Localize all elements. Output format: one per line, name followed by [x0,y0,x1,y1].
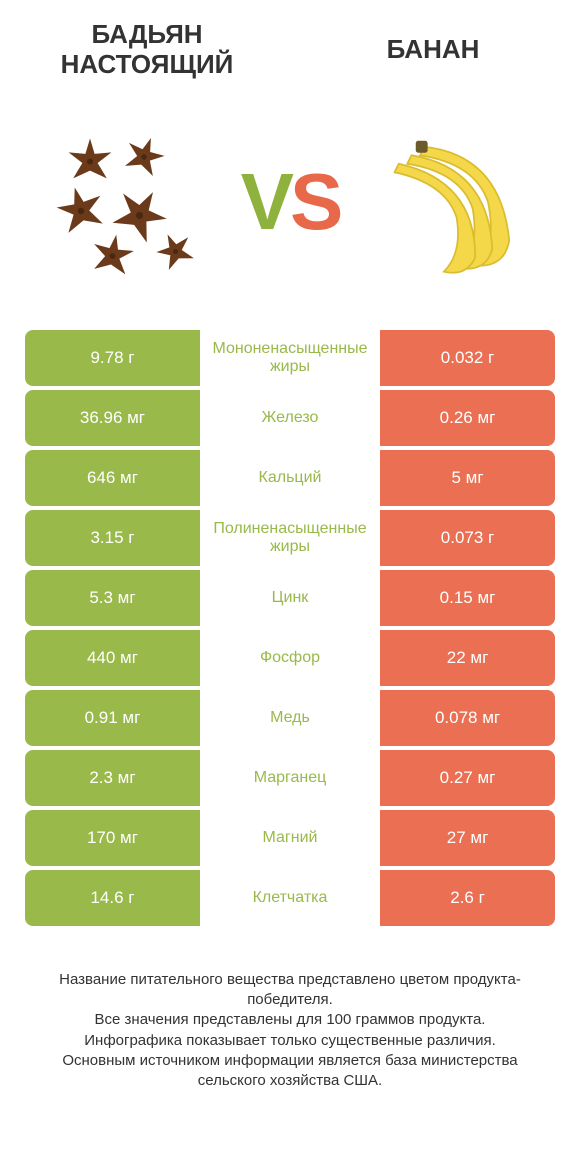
right-product-title: БАНАН [387,35,480,65]
nutrient-label-cell: Клетчатка [200,870,380,926]
header: БАДЬЯН НАСТОЯЩИЙ БАНАН [0,0,580,90]
vs-v: V [241,157,290,246]
left-value-cell: 0.91 мг [25,690,200,746]
right-value-cell: 0.032 г [380,330,555,386]
footer-line-3: Инфографика показывает только существенн… [30,1031,550,1051]
footer-notes: Название питательного вещества представл… [0,930,580,1112]
nutrient-row: 2.3 мгМарганец0.27 мг [25,750,555,806]
left-value-cell: 440 мг [25,630,200,686]
nutrient-label-cell: Мононенасыщенные жиры [200,330,380,386]
left-product-image [25,102,226,302]
left-product-title: БАДЬЯН НАСТОЯЩИЙ [30,20,264,80]
left-value-cell: 36.96 мг [25,390,200,446]
right-product-title-wrap: БАНАН [316,20,550,80]
left-value-cell: 5.3 мг [25,570,200,626]
right-value-cell: 0.078 мг [380,690,555,746]
footer-line-2: Все значения представлены для 100 граммо… [30,1010,550,1030]
right-value-cell: 0.073 г [380,510,555,566]
left-value-cell: 9.78 г [25,330,200,386]
nutrient-label-cell: Кальций [200,450,380,506]
vs-s: S [290,157,339,246]
nutrient-table: 9.78 гМононенасыщенные жиры0.032 г36.96 … [0,330,580,926]
nutrient-label-cell: Железо [200,390,380,446]
left-value-cell: 3.15 г [25,510,200,566]
star-anise-icon [36,112,216,292]
nutrient-label-cell: Полиненасыщенные жиры [200,510,380,566]
right-value-cell: 0.27 мг [380,750,555,806]
nutrient-label-cell: Магний [200,810,380,866]
right-value-cell: 5 мг [380,450,555,506]
right-value-cell: 0.15 мг [380,570,555,626]
nutrient-row: 36.96 мгЖелезо0.26 мг [25,390,555,446]
banana-icon [369,117,539,287]
nutrient-row: 646 мгКальций5 мг [25,450,555,506]
images-row: VS [0,90,580,330]
right-value-cell: 0.26 мг [380,390,555,446]
right-value-cell: 22 мг [380,630,555,686]
nutrient-label-cell: Медь [200,690,380,746]
nutrient-label-cell: Цинк [200,570,380,626]
right-value-cell: 2.6 г [380,870,555,926]
nutrient-row: 440 мгФосфор22 мг [25,630,555,686]
footer-line-4: Основным источником информации является … [30,1051,550,1092]
right-value-cell: 27 мг [380,810,555,866]
nutrient-row: 9.78 гМононенасыщенные жиры0.032 г [25,330,555,386]
left-product-title-wrap: БАДЬЯН НАСТОЯЩИЙ [30,20,264,80]
vs-label: VS [241,162,340,242]
nutrient-row: 0.91 мгМедь0.078 мг [25,690,555,746]
left-value-cell: 2.3 мг [25,750,200,806]
left-value-cell: 170 мг [25,810,200,866]
nutrient-row: 14.6 гКлетчатка2.6 г [25,870,555,926]
nutrient-row: 3.15 гПолиненасыщенные жиры0.073 г [25,510,555,566]
footer-line-1: Название питательного вещества представл… [30,970,550,1011]
nutrient-label-cell: Марганец [200,750,380,806]
nutrient-label-cell: Фосфор [200,630,380,686]
right-product-image [354,102,555,302]
left-value-cell: 14.6 г [25,870,200,926]
nutrient-row: 5.3 мгЦинк0.15 мг [25,570,555,626]
left-value-cell: 646 мг [25,450,200,506]
nutrient-row: 170 мгМагний27 мг [25,810,555,866]
